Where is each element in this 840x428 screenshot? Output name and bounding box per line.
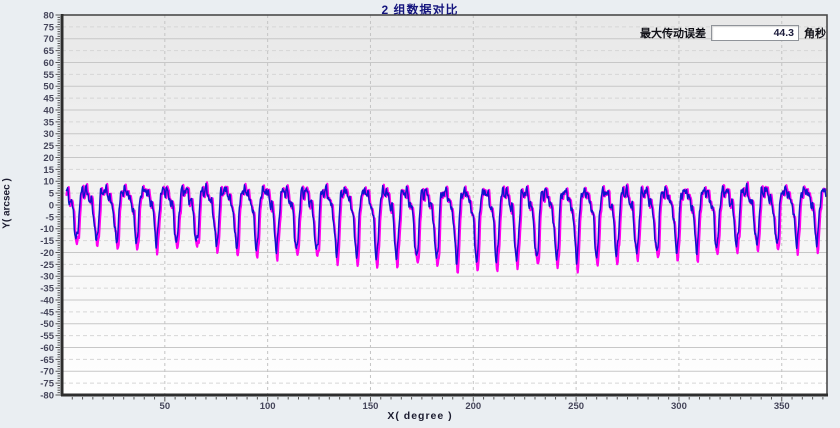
svg-text:15: 15: [43, 165, 54, 176]
svg-text:-50: -50: [40, 319, 54, 330]
svg-text:50: 50: [160, 401, 171, 412]
svg-text:-65: -65: [40, 355, 54, 366]
svg-text:45: 45: [43, 94, 54, 105]
svg-text:10: 10: [43, 177, 54, 188]
svg-text:-70: -70: [40, 367, 54, 378]
svg-text:300: 300: [671, 401, 687, 412]
svg-text:0: 0: [49, 200, 54, 211]
max-error-label: 最大传动误差: [640, 28, 706, 40]
svg-text:20: 20: [43, 153, 54, 164]
svg-text:40: 40: [43, 105, 54, 116]
series-data-set-1-blue: [65, 182, 827, 265]
svg-text:35: 35: [43, 117, 54, 128]
svg-text:-40: -40: [40, 295, 54, 306]
max-error-unit: 角秒: [804, 28, 826, 40]
svg-text:-20: -20: [40, 248, 54, 259]
svg-text:350: 350: [774, 401, 790, 412]
svg-text:80: 80: [43, 10, 54, 21]
svg-text:-5: -5: [46, 212, 55, 223]
svg-text:55: 55: [43, 70, 54, 81]
svg-text:-75: -75: [40, 379, 54, 390]
svg-text:200: 200: [465, 401, 481, 412]
svg-text:25: 25: [43, 141, 54, 152]
svg-text:-55: -55: [40, 331, 54, 342]
axis-ticks: [55, 14, 824, 402]
svg-text:150: 150: [363, 401, 379, 412]
svg-text:50: 50: [43, 82, 54, 93]
svg-text:-80: -80: [40, 390, 54, 401]
max-error-readout: 最大传动误差 角秒: [640, 24, 826, 42]
tick-labels: 80757065605550454035302520151050-5-10-15…: [40, 10, 789, 412]
svg-text:100: 100: [260, 401, 276, 412]
max-error-field[interactable]: [711, 25, 799, 41]
svg-text:70: 70: [43, 34, 54, 45]
svg-text:5: 5: [49, 189, 55, 200]
page-title: 2 组数据对比: [381, 3, 459, 17]
svg-text:-15: -15: [40, 236, 54, 247]
svg-text:75: 75: [43, 22, 54, 33]
svg-text:-25: -25: [40, 260, 54, 271]
svg-text:65: 65: [43, 46, 54, 57]
svg-text:250: 250: [568, 401, 584, 412]
svg-text:-30: -30: [40, 272, 54, 283]
svg-text:-35: -35: [40, 284, 54, 295]
svg-text:-10: -10: [40, 224, 54, 235]
svg-text:60: 60: [43, 58, 54, 69]
y-axis-label: Y( arcsec ): [1, 178, 13, 229]
svg-text:-45: -45: [40, 307, 54, 318]
x-axis-label: X( degree ): [387, 410, 453, 422]
svg-text:30: 30: [43, 129, 54, 140]
svg-text:-60: -60: [40, 343, 54, 354]
